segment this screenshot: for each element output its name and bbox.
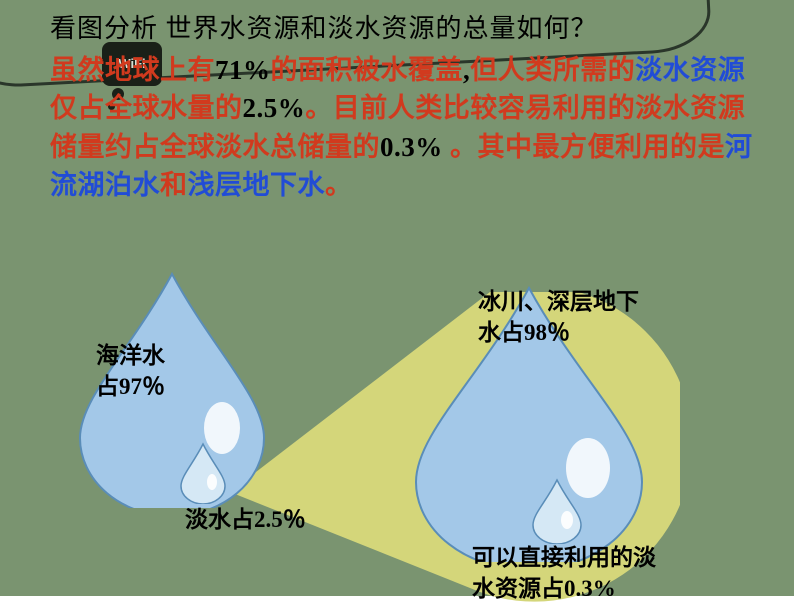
para-segment: 。其中最方便利用的是 [450, 132, 725, 162]
para-segment: 。 [325, 170, 353, 200]
glacier-label: 冰川、深层地下 水占98％ [478, 286, 639, 348]
freshwater-drop [178, 442, 228, 504]
para-segment: 和 [160, 170, 188, 200]
para-segment: 仅占全球水量的 [50, 93, 243, 123]
para-segment: 0.3% [380, 132, 450, 162]
ocean-label: 海洋水 占97％ [96, 340, 165, 402]
glacier-label-l2: 水占98％ [478, 320, 570, 345]
text-content: 看图分析 世界水资源和淡水资源的总量如何？ 虽然地球上有71%的面积被水覆盖,但… [50, 8, 754, 204]
para-segment: 2.5% [243, 93, 306, 123]
water-diagram: 海洋水 占97％ 淡水占2.5％ 冰川、深层地下 水占98％ 可以直接利用的淡 … [0, 250, 794, 596]
usable-label: 可以直接利用的淡 水资源占0.3% [472, 542, 656, 604]
para-segment: 虽然地球上有 [50, 55, 215, 85]
para-segment: 71% [215, 55, 271, 85]
glacier-label-l1: 冰川、深层地下 [478, 289, 639, 314]
main-paragraph: 虽然地球上有71%的面积被水覆盖,但人类所需的淡水资源仅占全球水量的2.5%。目… [50, 51, 754, 204]
fresh-label: 淡水占2.5％ [185, 504, 306, 535]
usable-label-l1: 可以直接利用的淡 [472, 545, 656, 570]
ocean-label-l2: 占97％ [96, 374, 165, 399]
para-segment: 但人类所需的 [470, 55, 635, 85]
ocean-label-l1: 海洋水 [96, 343, 165, 368]
slide-title: 看图分析 世界水资源和淡水资源的总量如何？ [50, 8, 754, 45]
para-segment: 淡水资源 [635, 55, 745, 85]
para-segment: 浅层地下水 [188, 170, 326, 200]
usable-label-l2: 水资源占0.3% [472, 576, 616, 601]
para-segment: 的面积被水覆盖 [271, 55, 464, 85]
usable-drop [530, 478, 584, 544]
